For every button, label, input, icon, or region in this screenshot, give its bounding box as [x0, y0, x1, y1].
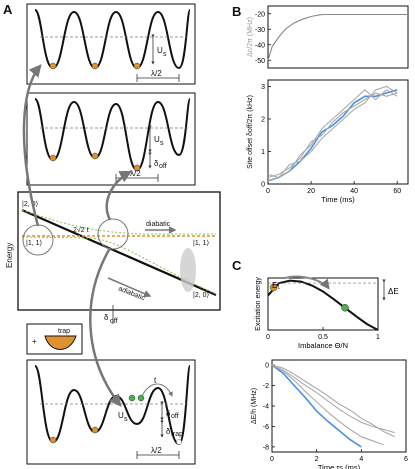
y-tick-label: -8: [263, 444, 269, 451]
atom: [91, 62, 99, 70]
plot-frame: [271, 359, 407, 453]
coupling-label: 2√2 t: [73, 226, 89, 234]
atom: [128, 394, 136, 402]
panel-label-b: B: [232, 4, 241, 19]
y-tick-label: -30: [255, 27, 265, 34]
lambda-label: λ/2: [151, 446, 162, 455]
trap-label: trap: [58, 328, 70, 335]
series-line: [271, 364, 396, 438]
x-axis-label: Time (ms): [321, 195, 355, 204]
y-tick-label: 0: [265, 363, 269, 370]
e1-label: E₁: [272, 281, 280, 290]
x-tick-label: 0.5: [318, 334, 328, 341]
state-11-right: |1, 1⟩: [193, 239, 209, 247]
tunnel-t-label: t: [154, 376, 157, 385]
energy-axis-label: Energy: [5, 243, 14, 268]
flow-arrow: [284, 275, 330, 290]
plot-frame: [267, 79, 409, 185]
chart-b-bottom: 0 20 40 60 0 1 2 3 Time (ms) Site offset δoff/2π …: [247, 79, 409, 204]
lambda-label: λ/2: [151, 69, 162, 78]
series-line: [271, 364, 395, 434]
atom: [91, 426, 99, 434]
y-tick-label: -2: [263, 383, 269, 390]
y-tick-label: 1: [261, 149, 265, 156]
series-line: [267, 92, 398, 179]
y-tick-label: 0: [261, 182, 265, 189]
us-sub: s: [163, 51, 167, 58]
atom: [91, 152, 99, 160]
x-axis-label: Imbalance Θ/N: [298, 341, 348, 350]
x-tick-label: 20: [307, 188, 315, 195]
energy-diagram: Energy |2, 0⟩ |1, 1⟩ |1, 1⟩ |2, 0⟩ 2√2 t…: [5, 191, 221, 311]
atom: [133, 164, 141, 172]
delta-e-label: ΔE: [388, 287, 399, 296]
panel-label-a: A: [3, 2, 13, 17]
x-tick-label: 4: [359, 456, 363, 463]
atom: [133, 62, 141, 70]
trap-sub: trap: [171, 431, 183, 438]
atom: [137, 394, 145, 402]
x-tick-label: 1: [376, 334, 380, 341]
x-tick-label: 0: [270, 456, 274, 463]
us-label: U: [118, 411, 124, 420]
plot-frame: [267, 277, 379, 331]
state-20-left: |2, 0⟩: [22, 200, 38, 208]
us-label: U: [154, 135, 160, 144]
lattice-box-3: t U s δ off δ trap λ/2: [26, 359, 196, 465]
series-line: [267, 13, 408, 61]
trap-inset: + trap: [26, 323, 83, 355]
plot-frame: [267, 5, 409, 69]
state-20-right: |2, 0⟩: [193, 291, 209, 299]
series-line: [267, 89, 398, 182]
y-tick-label: -20: [255, 11, 265, 18]
delta-off-label: δ: [154, 159, 159, 168]
x-tick-label: 2: [315, 456, 319, 463]
off-sub: off: [171, 413, 179, 420]
series-line: [271, 364, 362, 448]
y-axis-label: ΔE/h (MHz): [251, 388, 258, 424]
us-label: U: [157, 46, 163, 55]
x-tick-label: 40: [350, 188, 358, 195]
y-axis-label: Site offset δoff/2π (kHz): [247, 95, 254, 169]
delta-trap-label: δ: [166, 427, 171, 436]
state-marker: [341, 304, 349, 312]
off-sub: off: [110, 318, 118, 325]
atom: [49, 62, 57, 70]
lattice-box-2: U s δ off λ/2: [26, 92, 196, 186]
y-axis-label: Δc/2π (MHz): [247, 17, 254, 57]
chart-c-top: 0 0.5 1 E₁ ΔE Imbalance Θ/N Excitation energy: [255, 275, 399, 350]
delta-off-label: δ: [166, 409, 171, 418]
y-tick-label: -40: [255, 42, 265, 49]
us-sub: s: [124, 416, 128, 423]
delta-off-axis: δ: [104, 313, 109, 322]
x-tick-label: 60: [393, 188, 401, 195]
y-tick-label: -6: [263, 424, 269, 431]
lattice-box-1: U s λ/2: [26, 3, 196, 85]
chart-c-bottom: 0 2 4 6 0 -2 -4 -6 -8 Time τs (ms) ΔE/h (MHz): [251, 359, 408, 469]
x-axis-label: Time τs (ms): [318, 463, 361, 469]
x-tick-label: 0: [266, 334, 270, 341]
plus-sign: +: [32, 337, 37, 346]
x-tick-label: 0: [266, 188, 270, 195]
off-sub: off: [159, 163, 167, 170]
us-sub: s: [160, 140, 164, 147]
y-tick-label: 2: [261, 117, 265, 124]
y-axis-label: Excitation energy: [255, 277, 262, 331]
atom: [49, 154, 57, 162]
y-tick-label: -50: [255, 58, 265, 65]
diabatic-label: diabatic: [146, 221, 171, 228]
state-11-left: |1, 1⟩: [26, 239, 42, 247]
panel-label-c: C: [232, 258, 242, 273]
y-tick-label: -4: [263, 404, 269, 411]
lambda-label: λ/2: [130, 169, 141, 178]
y-tick-label: 3: [261, 84, 265, 91]
state-marker: [269, 283, 278, 292]
series-line: [271, 364, 384, 446]
series-line: [267, 279, 379, 331]
series-line: [267, 85, 398, 179]
atom: [49, 436, 57, 444]
x-tick-label: 6: [404, 456, 408, 463]
